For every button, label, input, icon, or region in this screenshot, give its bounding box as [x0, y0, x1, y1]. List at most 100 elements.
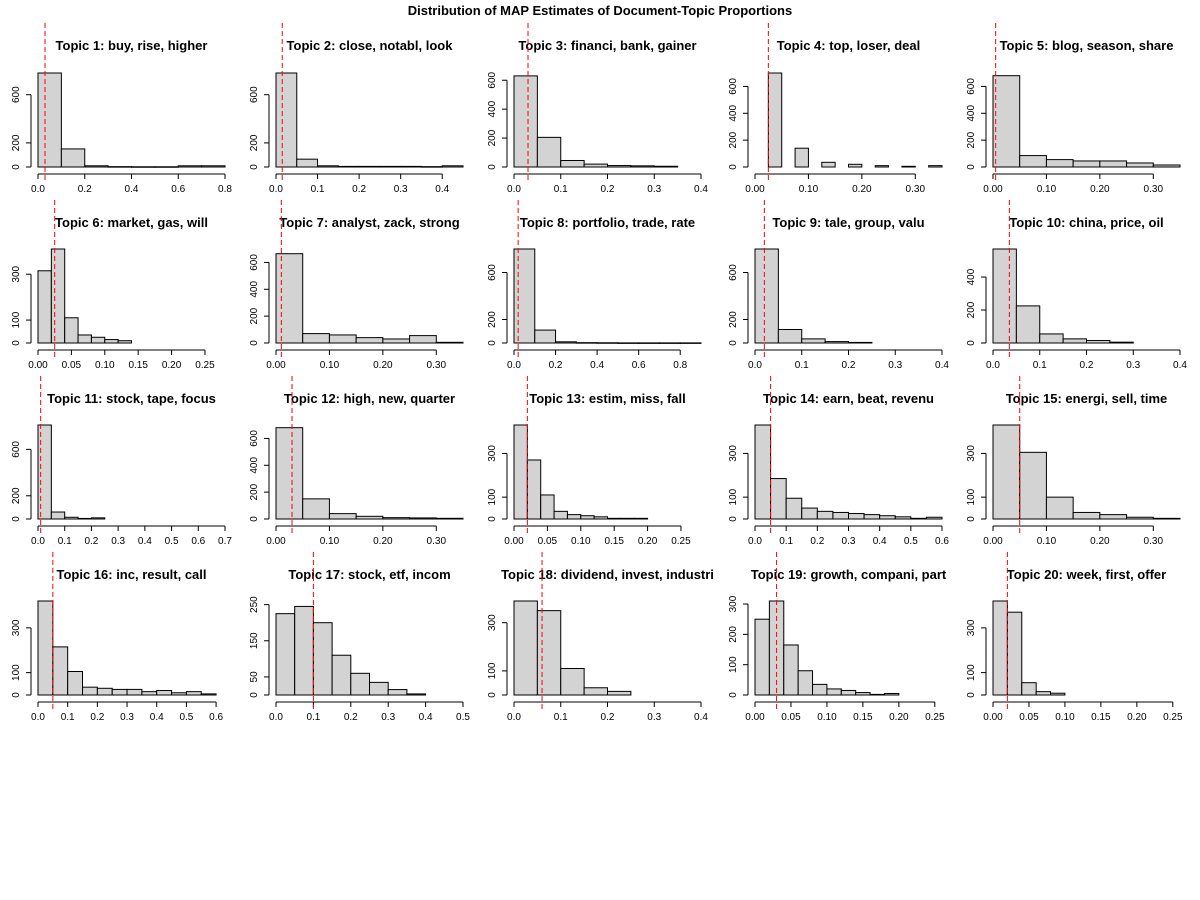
- y-tick-label: 100: [487, 488, 498, 505]
- panel-title: Topic 11: stock, tape, focus: [47, 391, 216, 406]
- histogram-bar: [826, 688, 842, 696]
- x-tick-label: 0.20: [373, 360, 393, 371]
- histogram-bar: [156, 690, 173, 696]
- histogram-bar: [420, 166, 443, 168]
- histogram-panel-12: Topic 12: high, new, quarter 0.00 0.10 0.20…: [249, 376, 464, 547]
- histogram-bar: [583, 163, 608, 168]
- histogram-bar: [1072, 160, 1101, 168]
- y-tick-label: 600: [11, 86, 22, 103]
- histogram-bar: [777, 328, 803, 344]
- histogram-bar: [328, 513, 357, 520]
- y-tick-label: 600: [966, 78, 977, 95]
- histogram-bar: [350, 672, 370, 696]
- x-tick-label: 0.1: [306, 712, 320, 723]
- panel-title: Topic 10: china, price, oil: [1009, 215, 1163, 230]
- histogram-bar: [60, 148, 86, 168]
- histogram-bar: [1126, 162, 1154, 168]
- histogram-bar: [275, 613, 296, 696]
- x-tick-label: 0.0: [31, 712, 45, 723]
- y-tick-label: 0: [487, 692, 498, 698]
- x-tick-label: 0.00: [983, 536, 1003, 547]
- y-tick-label: 300: [487, 614, 498, 631]
- histogram-bar: [1062, 338, 1087, 344]
- histogram-bar: [1099, 514, 1128, 520]
- x-tick-label: 0.10: [1037, 184, 1057, 195]
- histogram-panel-11: Topic 11: stock, tape, focus 0.0 0.1 0.2 0.3…: [11, 376, 232, 547]
- x-tick-label: 0.00: [983, 712, 1003, 723]
- histogram-bar: [617, 342, 640, 344]
- y-tick-label: 400: [487, 100, 498, 117]
- histogram-bar: [358, 165, 381, 168]
- x-tick-label: 0.2: [601, 184, 615, 195]
- x-tick-label: 0.1: [61, 712, 75, 723]
- histogram-panel-10: Topic 10: china, price, oil 0.0 0.1 0.2 0.3 0…: [966, 200, 1187, 371]
- panel-title: Topic 6: market, gas, will: [55, 215, 208, 230]
- histogram-bar: [754, 424, 772, 520]
- histogram-bar: [824, 341, 849, 344]
- y-tick-label: 200: [249, 307, 260, 324]
- x-tick-label: 0.0: [31, 536, 45, 547]
- histogram-bar: [64, 317, 79, 344]
- histogram-bar: [104, 339, 119, 344]
- y-tick-label: 0: [249, 692, 260, 698]
- histogram-bar: [658, 342, 681, 344]
- histogram-panel-6: Topic 6: market, gas, will 0.00 0.05 0.10 0.…: [11, 200, 215, 371]
- histogram-bar: [317, 165, 339, 168]
- panel-title: Topic 17: stock, etf, incom: [288, 567, 450, 582]
- x-tick-label: 0.2: [842, 360, 856, 371]
- histogram-bar: [441, 165, 464, 168]
- x-tick-label: 0.10: [1037, 536, 1057, 547]
- histogram-bar: [869, 693, 885, 696]
- y-tick-label: 0: [249, 516, 260, 522]
- x-tick-label: 0.30: [1144, 184, 1164, 195]
- x-tick-label: 0.4: [419, 712, 433, 723]
- histogram-bar: [312, 622, 333, 696]
- histogram-bar: [382, 338, 411, 344]
- histogram-bar: [1045, 159, 1074, 168]
- histogram-panel-13: Topic 13: estim, miss, fall 0.00 0.05 0.10 0…: [487, 376, 691, 547]
- histogram-bar: [653, 165, 679, 168]
- histogram-bar: [848, 341, 873, 344]
- histogram-panel-2: Topic 2: close, notabl, look 0.0 0.1 0.2 0.3…: [249, 23, 464, 195]
- histogram-bar: [1109, 341, 1134, 344]
- histogram-bar: [77, 517, 92, 520]
- y-tick-label: 600: [11, 441, 22, 458]
- x-tick-label: 0.25: [671, 536, 691, 547]
- histogram-panel-14: Topic 14: earn, beat, revenu 0.0 0.1 0.2 0.3…: [728, 376, 949, 547]
- x-tick-label: 0.30: [906, 184, 926, 195]
- histogram-bar: [1152, 164, 1181, 168]
- histogram-bar: [816, 510, 834, 520]
- x-tick-label: 0.10: [320, 536, 340, 547]
- histogram-bar: [82, 686, 98, 696]
- x-tick-label: 0.4: [125, 184, 139, 195]
- histogram-bar: [840, 689, 857, 696]
- y-tick-label: 100: [11, 311, 22, 328]
- x-tick-label: 0.2: [601, 712, 615, 723]
- histogram-bar: [767, 72, 783, 168]
- histogram-bar: [910, 517, 927, 520]
- histogram-bar: [1099, 160, 1128, 168]
- histogram-bar: [1021, 682, 1037, 696]
- histogram-bar: [638, 342, 660, 344]
- x-tick-label: 0.4: [138, 536, 152, 547]
- histogram-bar: [540, 494, 555, 520]
- x-tick-label: 0.00: [266, 360, 286, 371]
- y-tick-label: 400: [966, 268, 977, 285]
- histogram-bar: [754, 248, 779, 344]
- histogram-bar: [1045, 496, 1074, 520]
- y-tick-label: 100: [728, 656, 739, 673]
- histogram-bar: [992, 248, 1017, 344]
- histogram-bar: [117, 340, 133, 344]
- x-tick-label: 0.20: [162, 360, 182, 371]
- histogram-bar: [633, 517, 649, 520]
- panel-title: Topic 18: dividend, invest, industri: [501, 567, 714, 582]
- histogram-bar: [90, 517, 106, 520]
- x-tick-label: 0.2: [1080, 360, 1094, 371]
- y-tick-label: 200: [966, 131, 977, 148]
- histogram-bar: [785, 497, 803, 520]
- histogram-bar: [607, 165, 632, 168]
- histogram-bar: [801, 507, 818, 520]
- histogram-bar: [879, 515, 896, 520]
- y-tick-label: 0: [487, 340, 498, 346]
